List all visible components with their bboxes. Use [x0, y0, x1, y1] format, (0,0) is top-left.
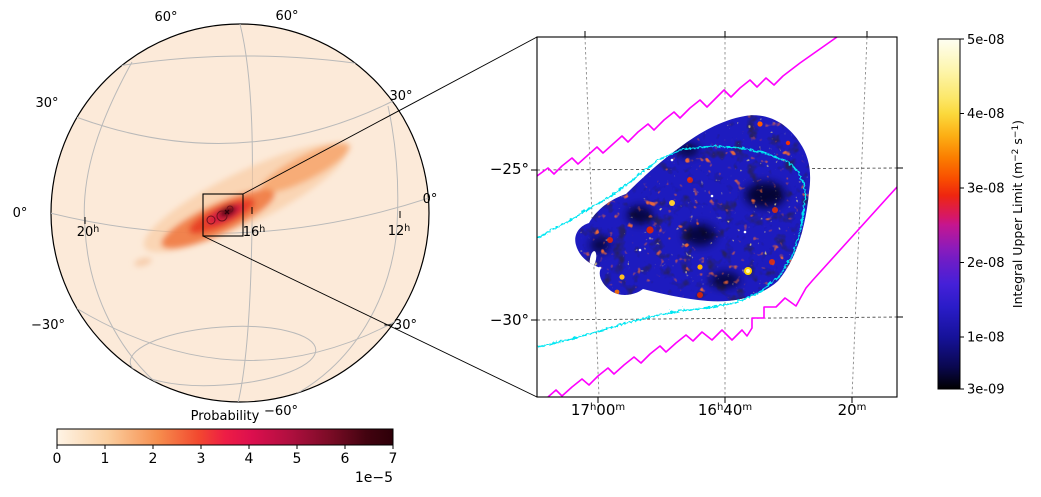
ul-tick-4e-08: 4e-08: [967, 107, 1005, 122]
prob-tick-3: 3: [197, 451, 206, 467]
panel-frame: [536, 36, 898, 398]
globe-label-60-right: 60°: [275, 9, 298, 24]
hour-ticks: [84, 207, 401, 224]
probability-colorbar: Probability 0 1 2 3 4 5 6 7 1e−5: [53, 409, 398, 486]
meridian-12h: [281, 105, 399, 402]
globe-graticule: [51, 24, 429, 402]
inset-connector-top: [242, 36, 538, 195]
ytick-m30: −30°: [490, 311, 529, 329]
parallel-minus30: [75, 307, 397, 361]
globe-label-m30-right: −30°: [383, 318, 417, 333]
xtick-20m: 20m: [838, 401, 867, 419]
inset-zoom-rectangle: [202, 193, 244, 237]
probability-colorbar-title: Probability: [191, 409, 260, 424]
ul-tick-3e-09: 3e-09: [967, 383, 1005, 398]
prob-tick-7: 7: [389, 451, 398, 467]
prob-tick-1: 1: [101, 451, 110, 467]
parallel-0-equator: [51, 197, 429, 234]
ul-tick-2e-08: 2e-08: [967, 256, 1005, 271]
probability-colorbar-gradient: [56, 428, 394, 446]
globe-label-m30-left: −30°: [31, 318, 65, 333]
localization-contours: [537, 37, 897, 397]
upper-limit-colorbar-label: Integral Upper Limit (m−2 s−1): [1010, 120, 1025, 308]
ul-tick-3e-08: 3e-08: [967, 182, 1005, 197]
upper-limit-colorbar-ticks: [960, 38, 964, 390]
globe-label-30-right: 30°: [389, 89, 412, 104]
parallel-60: [111, 55, 369, 68]
globe-panel: 60° 60° 30° 30° 0° 0° −30° −30° −60° 20h…: [13, 9, 438, 419]
probability-colorbar-ticks: [56, 445, 394, 449]
globe-label-12h: 12h: [388, 223, 411, 239]
upper-limit-panel: 17h00m 16h40m 20m −25° −30°: [490, 31, 903, 419]
peak-contour-rings: [206, 205, 234, 225]
parallel-30: [75, 100, 394, 144]
ul-tick-1e-08: 1e-08: [967, 331, 1005, 346]
ul-tick-5e-08: 5e-08: [967, 33, 1005, 48]
xtick-16h40m: 16h40m: [698, 401, 752, 419]
prob-tick-2: 2: [149, 451, 158, 467]
globe-label-30-left: 30°: [35, 96, 58, 111]
upper-limit-colorbar: 5e-08 4e-08 3e-08 2e-08 1e-08 3e-09 Inte…: [937, 33, 1025, 398]
grid-ra-16h20m: [851, 37, 868, 397]
inset-axis-ticks: [531, 31, 903, 403]
cyan-contour: [537, 144, 805, 346]
globe-label-m60-bottom: −60°: [264, 404, 298, 419]
parallel-minus60: [129, 325, 317, 387]
prob-tick-5: 5: [293, 451, 302, 467]
globe-label-16h: 16h: [243, 224, 266, 240]
globe-label-0-right: 0°: [423, 192, 438, 207]
probability-colorbar-offset: 1e−5: [355, 470, 393, 486]
prob-tick-0: 0: [53, 451, 62, 467]
upper-limit-map: [575, 115, 811, 302]
globe-label-20h: 20h: [77, 224, 100, 240]
ytick-m25: −25°: [490, 160, 529, 178]
globe-label-60-left: 60°: [154, 10, 177, 25]
prob-tick-4: 4: [245, 451, 254, 467]
prob-tick-6: 6: [341, 451, 350, 467]
peak-marker-icon: [224, 209, 230, 215]
globe-label-0-left: 0°: [13, 206, 28, 221]
magenta-contour-upper: [537, 37, 838, 177]
xtick-17h00m: 17h00m: [571, 401, 625, 419]
magenta-contour-lower: [547, 186, 897, 397]
inset-connector-bottom: [202, 235, 538, 398]
meridian-16h: [237, 24, 254, 402]
grid-ra-17h00m: [584, 37, 600, 397]
upper-limit-colorbar-gradient: [937, 38, 961, 390]
map-hole: [589, 251, 597, 267]
meridian-20h: [83, 61, 173, 397]
hot-spots: [598, 121, 791, 298]
